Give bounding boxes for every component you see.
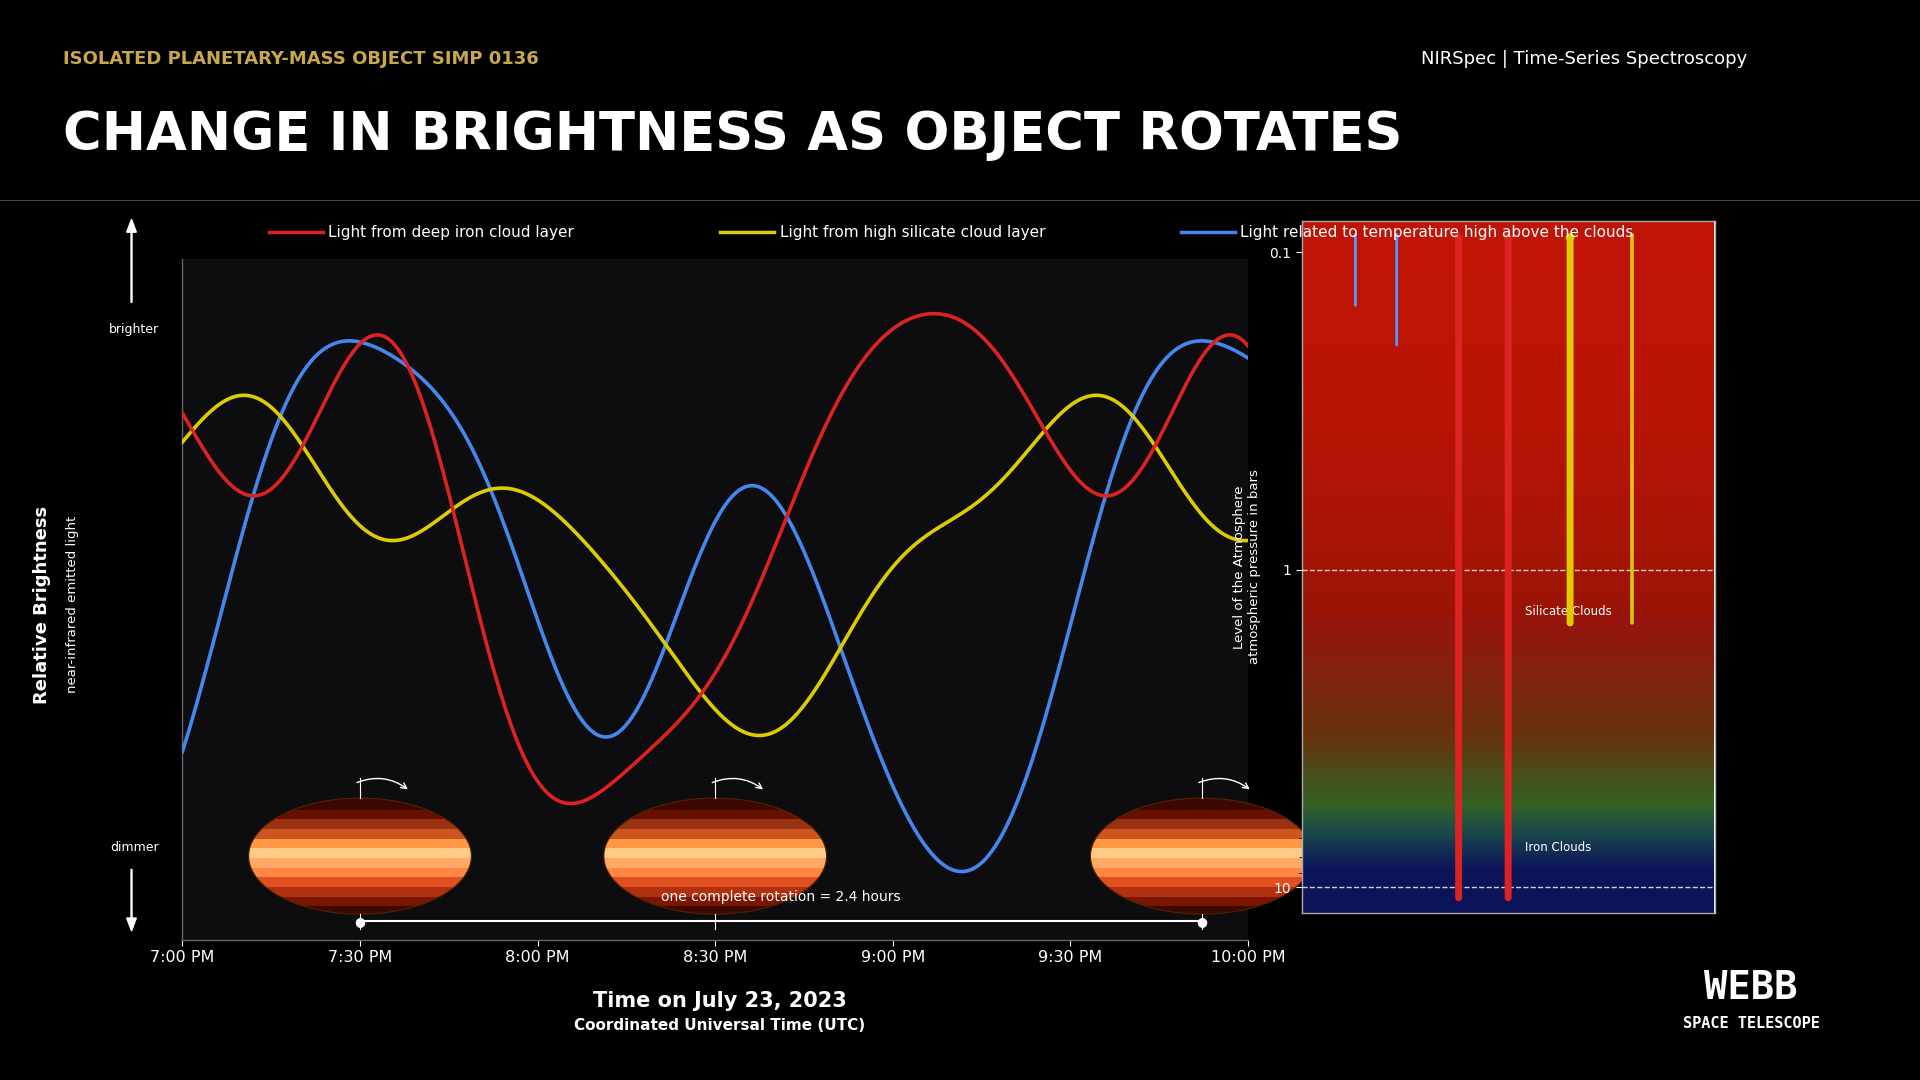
Text: ●: ● [1196, 915, 1208, 928]
Text: one complete rotation = 2.4 hours: one complete rotation = 2.4 hours [660, 891, 900, 904]
Text: Time on July 23, 2023: Time on July 23, 2023 [593, 991, 847, 1011]
Text: Coordinated Universal Time (UTC): Coordinated Universal Time (UTC) [574, 1018, 866, 1034]
Text: Iron Clouds: Iron Clouds [1524, 841, 1592, 854]
Text: CHANGE IN BRIGHTNESS AS OBJECT ROTATES: CHANGE IN BRIGHTNESS AS OBJECT ROTATES [63, 109, 1404, 161]
Text: Light related to temperature high above the clouds: Light related to temperature high above … [1240, 225, 1634, 240]
Text: ISOLATED PLANETARY-MASS OBJECT SIMP 0136: ISOLATED PLANETARY-MASS OBJECT SIMP 0136 [63, 51, 540, 68]
Text: Relative Brightness: Relative Brightness [33, 505, 52, 704]
Y-axis label: Level of the Atmosphere
atmospheric pressure in bars: Level of the Atmosphere atmospheric pres… [1233, 470, 1261, 664]
Text: Silicate Clouds: Silicate Clouds [1524, 605, 1611, 618]
Text: NIRSpec | Time-Series Spectroscopy: NIRSpec | Time-Series Spectroscopy [1421, 51, 1747, 68]
Text: ●: ● [355, 915, 365, 928]
Text: Light from deep iron cloud layer: Light from deep iron cloud layer [328, 225, 574, 240]
Text: SPACE TELESCOPE: SPACE TELESCOPE [1682, 1016, 1820, 1031]
Text: dimmer: dimmer [109, 841, 159, 854]
Text: Light from high silicate cloud layer: Light from high silicate cloud layer [780, 225, 1044, 240]
Text: WEBB: WEBB [1705, 969, 1797, 1008]
Text: near-infrared emitted light: near-infrared emitted light [67, 516, 79, 693]
Text: brighter: brighter [109, 323, 159, 336]
